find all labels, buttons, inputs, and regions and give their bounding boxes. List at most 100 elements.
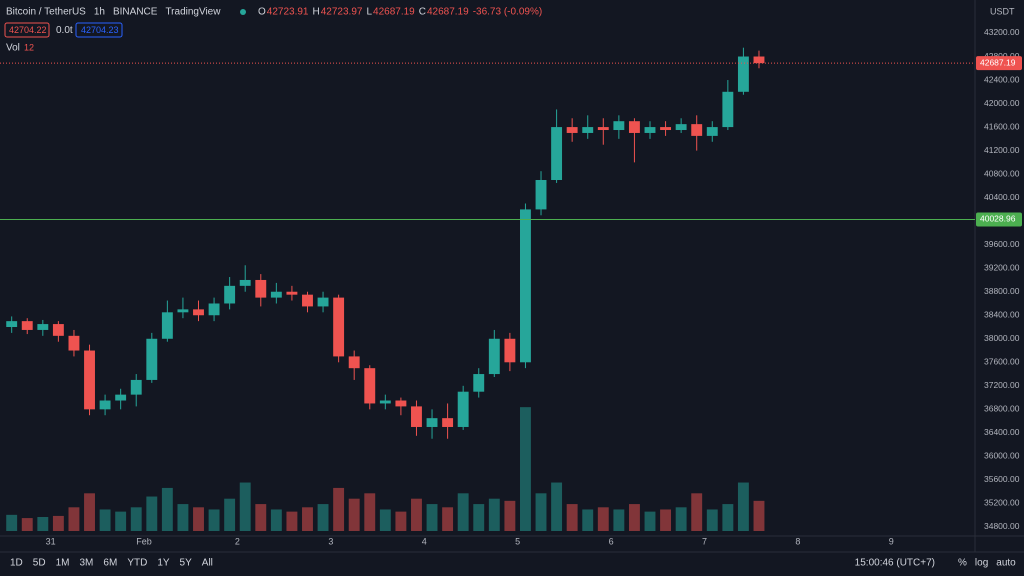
candle-body [426,418,438,427]
header-source: TradingView [165,7,221,18]
y-tick-label: 40800.00 [984,168,1020,178]
x-tick-label: Feb [136,536,152,546]
sell-box[interactable] [4,22,50,38]
volume-bar [628,504,640,531]
timeframe-button[interactable]: 5D [33,558,46,569]
candle-body [6,321,18,328]
y-tick-label: 37200.00 [984,380,1020,390]
candle-body [660,127,672,131]
volume-bar [364,493,376,531]
x-tick-label: 5 [515,536,520,546]
timeframe-button[interactable]: All [202,558,213,569]
volume-bar [255,504,267,531]
volume-bar [551,482,563,531]
volume-bar [675,507,687,531]
scale-button[interactable]: auto [996,558,1016,569]
y-tick-label: 36400.00 [984,427,1020,437]
x-tick-label: 31 [46,536,56,546]
y-tick-label: 35600.00 [984,474,1020,484]
y-tick-label: 39600.00 [984,239,1020,249]
x-tick-label: 2 [235,536,240,546]
candle-body [115,394,127,401]
y-tick-label: 41200.00 [984,145,1020,155]
timeframe-button[interactable]: 6M [103,558,117,569]
candle-body [333,297,345,357]
volume-bar [379,509,391,531]
volume-bar [504,500,516,531]
y-tick-label: 43200.00 [984,27,1020,37]
candle-body [130,379,142,395]
x-tick-label: 8 [795,536,800,546]
candle-body [411,406,422,427]
volume-bar [37,517,49,531]
timeframe-button[interactable]: 1D [10,558,23,569]
timeframe-button[interactable]: YTD [127,558,147,569]
indicator-setting: 12 [24,42,34,52]
candle-body [566,127,578,133]
volume-bar [224,498,236,531]
scale-button[interactable]: % [958,558,967,569]
y-tick-label: 39200.00 [984,262,1020,272]
candle-body [177,309,189,313]
volume-bar [660,509,672,531]
candle-body [613,121,625,131]
candle-body [84,350,95,410]
volume-bar [21,518,33,531]
header-interval: 1h [94,7,105,18]
volume-bar [566,504,578,531]
volume-bar [411,498,422,531]
ohlc-value: 42687.19 [373,7,415,18]
candle-body [597,127,609,131]
candle-body [146,338,158,380]
candle-body [473,374,485,392]
volume-bar [582,509,594,531]
volume-bar [442,507,454,531]
timeframe-button[interactable]: 1Y [157,558,170,569]
candle-body [644,127,656,133]
candle-body [270,291,282,298]
volume-bar [146,496,158,531]
volume-bar [84,493,95,531]
change: -36.73 (-0.09%) [473,7,542,18]
x-tick-label: 3 [328,536,333,546]
timeframe-button[interactable]: 5Y [180,558,193,569]
candle-body [68,335,80,351]
y-tick-label: 42000.00 [984,98,1020,108]
indicator-name: Vol [6,43,20,54]
y-tick-label: 41600.00 [984,121,1020,131]
buy-box[interactable] [75,22,123,38]
y-tick-label: 38000.00 [984,333,1020,343]
candle-body [722,91,734,128]
ohlc-value: 42687.19 [427,7,469,18]
y-tick-label: 40400.00 [984,192,1020,202]
scale-button[interactable]: log [975,558,988,569]
candle-body [457,391,469,427]
y-tick-label: 37600.00 [984,357,1020,367]
y-tick-label: 36800.00 [984,404,1020,414]
ohlc-label: C [419,7,426,18]
volume-bar [270,509,282,531]
volume-bar [426,504,438,531]
ohlc-value: 42723.91 [267,7,309,18]
candle-body [737,56,749,92]
candle-body [535,179,547,210]
volume-bar [488,498,500,531]
ohlc-value: 42723.97 [321,7,363,18]
x-tick-label: 7 [702,536,707,546]
candle-body [99,400,111,410]
timeframe-button[interactable]: 3M [80,558,94,569]
sell-price[interactable]: 42704.22 [9,25,47,35]
candle-body [395,400,407,407]
volume-bar [99,509,111,531]
candle-body [504,338,516,363]
candle-body [208,303,220,316]
candle-body [317,297,329,307]
volume-bar [208,509,220,531]
buy-price[interactable]: 42704.23 [81,25,119,35]
candle-body [488,338,500,375]
candle-body [348,356,360,369]
volume-bar [286,511,298,531]
header-exchange: BINANCE [113,7,158,18]
timeframe-button[interactable]: 1M [56,558,70,569]
